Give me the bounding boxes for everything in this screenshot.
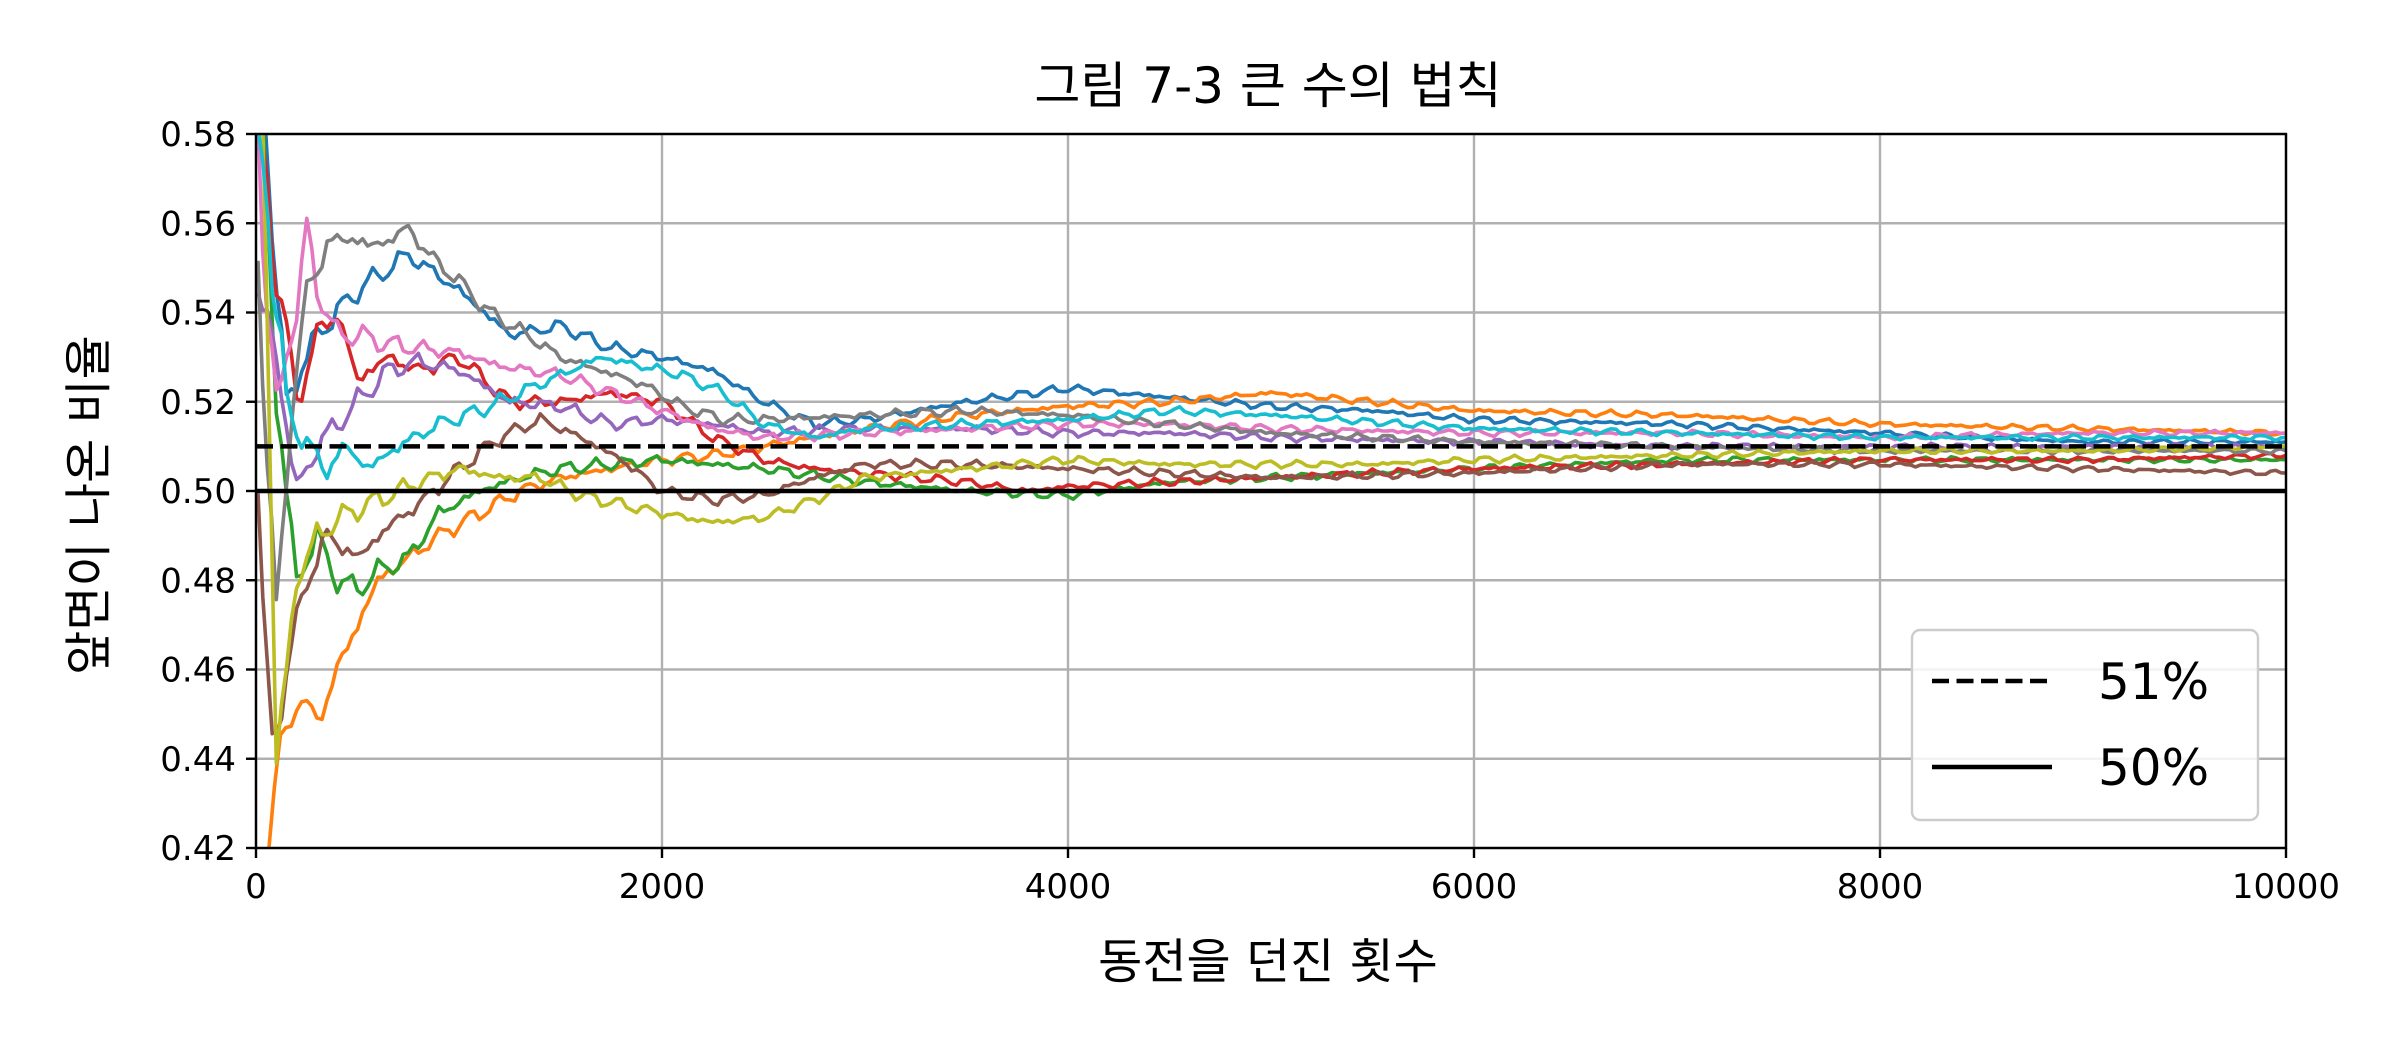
series-line-10 xyxy=(257,134,2286,481)
x-tick-label: 8000 xyxy=(1837,867,1924,907)
y-tick-label: 0.50 xyxy=(160,472,236,512)
series-line-8 xyxy=(256,223,2286,602)
legend-label: 51% xyxy=(2098,653,2209,711)
y-tick-label: 0.52 xyxy=(160,383,236,423)
x-tick-label: 0 xyxy=(245,867,267,907)
legend-label: 50% xyxy=(2098,739,2209,797)
y-tick-label: 0.54 xyxy=(160,294,236,334)
series-line-2 xyxy=(267,389,2286,848)
series-line-6 xyxy=(256,412,2286,736)
series-line-9 xyxy=(261,134,2286,766)
ticks: 0 2000 4000 6000 8000 10000 0.42 0.44 0.46 0.48 0.… xyxy=(160,115,2340,907)
y-tick-label: 0.58 xyxy=(160,115,236,155)
y-tick-label: 0.48 xyxy=(160,561,236,601)
x-tick-label: 10000 xyxy=(2232,867,2340,907)
x-axis-label: 동전을 던진 횟수 xyxy=(1098,934,1438,990)
x-tick-label: 2000 xyxy=(619,867,706,907)
y-tick-label: 0.56 xyxy=(160,204,236,244)
y-tick-label: 0.46 xyxy=(160,651,236,691)
series-line-1 xyxy=(264,134,2286,447)
legend: 51%50% xyxy=(1910,628,2260,822)
reference-lines xyxy=(256,444,2286,494)
x-tick-label: 6000 xyxy=(1431,867,1518,907)
x-tick-label: 4000 xyxy=(1025,867,1112,907)
y-axis-label: 앞면이 나온 비율 xyxy=(61,335,117,675)
y-tick-label: 0.42 xyxy=(160,829,236,869)
series-group xyxy=(256,134,2286,848)
y-tick-label: 0.44 xyxy=(160,740,236,780)
legend-box xyxy=(1910,628,2260,822)
chart-title: 그림 7-3 큰 수의 법칙 xyxy=(1034,57,1501,115)
